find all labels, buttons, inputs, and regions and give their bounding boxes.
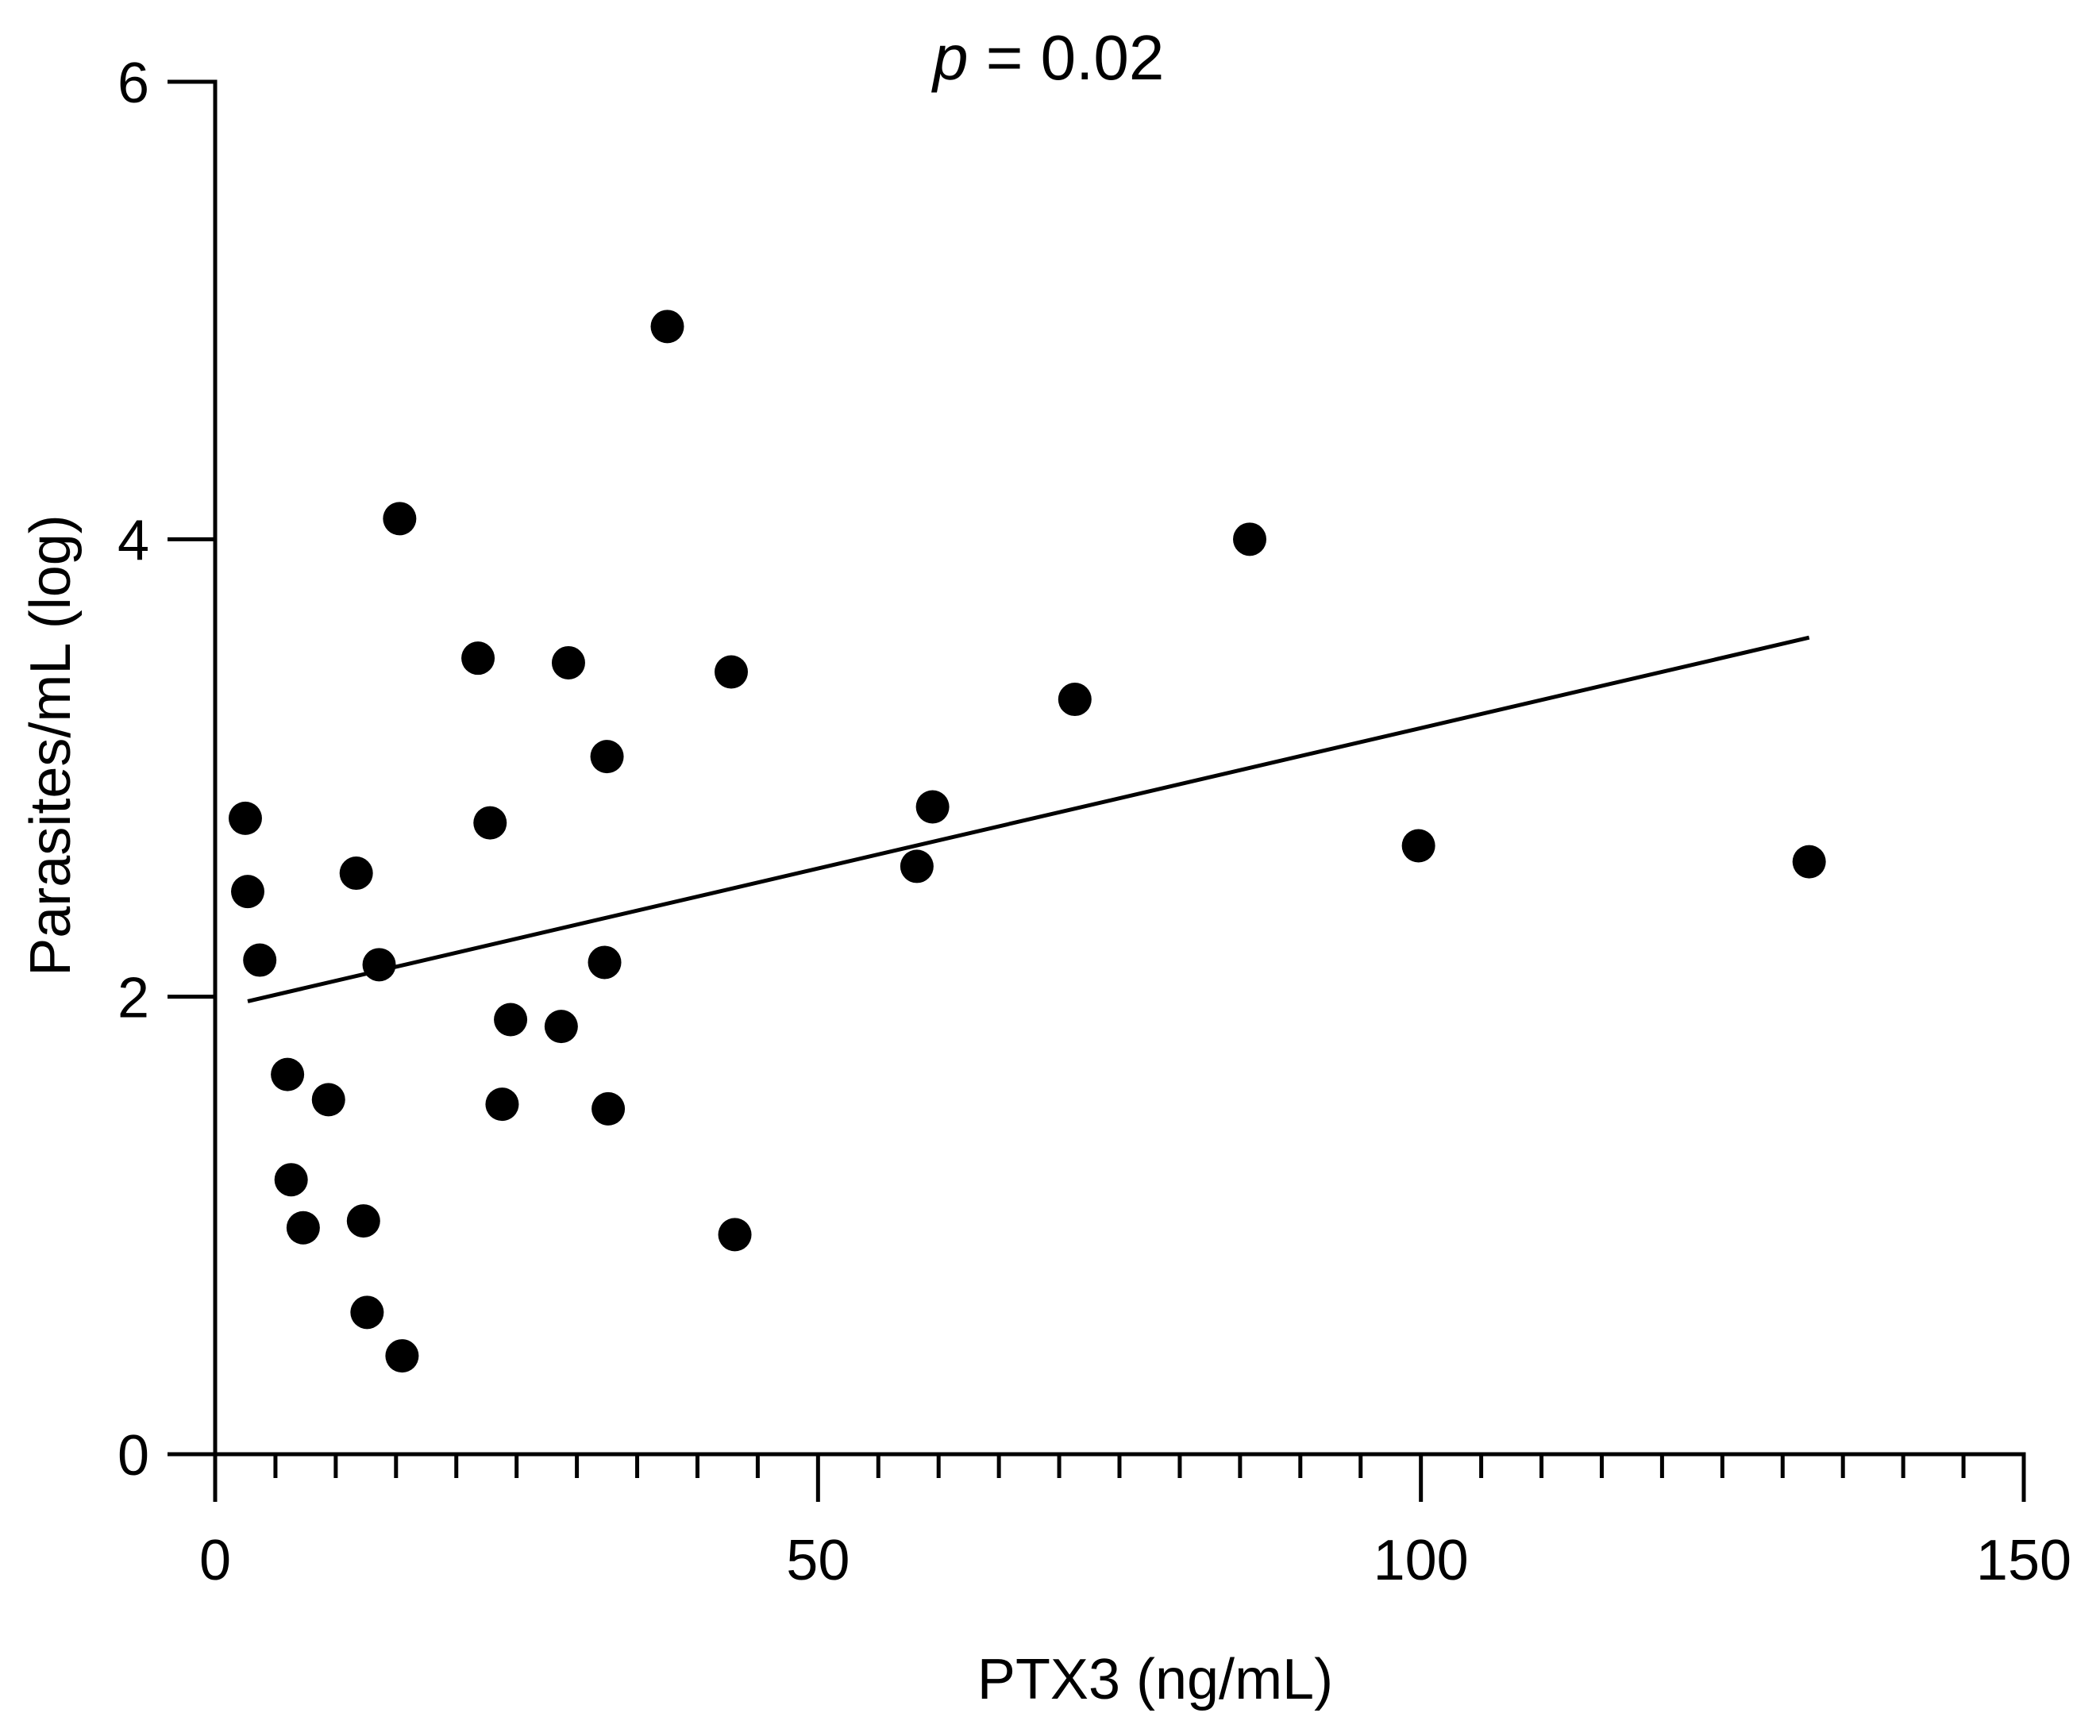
p-symbol: p bbox=[931, 22, 969, 93]
y-tick-label: 2 bbox=[118, 967, 149, 1030]
y-tick-label: 6 bbox=[118, 52, 149, 115]
data-point bbox=[590, 740, 624, 774]
data-point bbox=[1401, 829, 1435, 863]
x-tick-label: 150 bbox=[1976, 1529, 2071, 1592]
data-point bbox=[494, 1003, 528, 1037]
data-point bbox=[1233, 522, 1267, 556]
data-point bbox=[350, 1295, 384, 1330]
data-point bbox=[1792, 845, 1826, 879]
regression-line bbox=[247, 635, 1810, 1003]
y-tick-label: 0 bbox=[118, 1424, 149, 1488]
data-point bbox=[718, 1218, 752, 1252]
data-point bbox=[231, 875, 265, 909]
data-point bbox=[650, 310, 684, 344]
data-point bbox=[544, 1010, 578, 1044]
data-point bbox=[339, 856, 373, 891]
data-point bbox=[1058, 683, 1092, 717]
data-point bbox=[383, 502, 417, 536]
data-point bbox=[346, 1204, 380, 1238]
chart-annotation: p = 0.02 bbox=[931, 22, 1164, 93]
data-point bbox=[473, 806, 507, 840]
x-tick-label: 100 bbox=[1374, 1529, 1469, 1592]
x-axis: 0 50 100 150 bbox=[199, 1452, 2071, 1592]
data-point bbox=[461, 641, 495, 676]
data-point bbox=[286, 1211, 320, 1245]
data-point bbox=[274, 1163, 308, 1197]
data-point bbox=[228, 801, 262, 835]
data-point bbox=[362, 948, 396, 982]
p-value-annotation: p = 0.02 bbox=[931, 22, 1164, 93]
p-value-text: = 0.02 bbox=[969, 22, 1165, 93]
data-point bbox=[485, 1087, 519, 1122]
data-point bbox=[900, 849, 934, 883]
data-point bbox=[915, 790, 950, 824]
data-point bbox=[271, 1057, 305, 1091]
y-axis-title: Parasites/mL (log) bbox=[19, 514, 83, 976]
x-axis-title: PTX3 (ng/mL) bbox=[977, 1648, 1333, 1711]
x-tick-label: 50 bbox=[786, 1529, 850, 1592]
y-tick-label: 4 bbox=[118, 509, 149, 572]
x-tick-label: 0 bbox=[199, 1529, 231, 1592]
data-point bbox=[588, 945, 622, 980]
data-point bbox=[591, 1091, 626, 1126]
regression-line-group bbox=[247, 635, 1810, 1003]
y-axis: 0 2 4 6 bbox=[118, 52, 218, 1488]
data-point bbox=[311, 1083, 345, 1117]
data-point bbox=[551, 645, 585, 679]
data-point bbox=[714, 655, 748, 689]
data-point bbox=[243, 943, 277, 977]
data-point bbox=[385, 1339, 419, 1373]
data-points bbox=[228, 310, 1826, 1373]
